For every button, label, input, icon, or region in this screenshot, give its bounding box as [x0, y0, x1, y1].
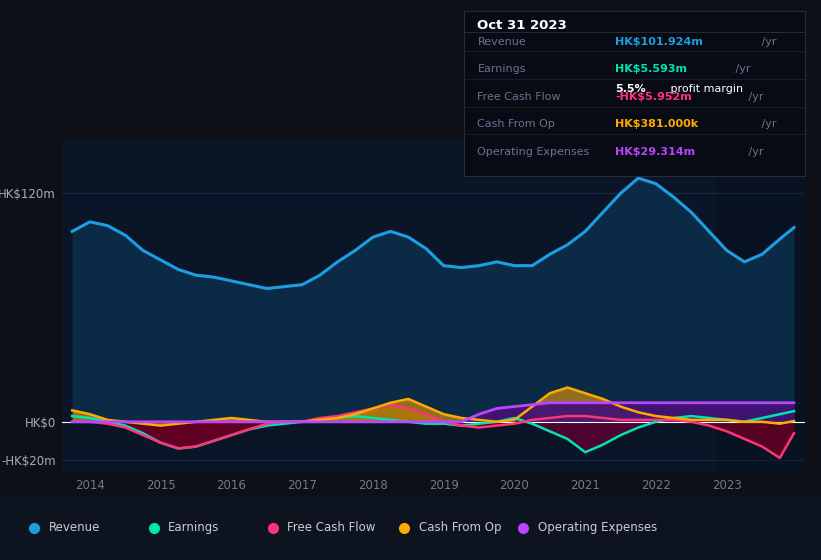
- Text: /yr: /yr: [732, 64, 750, 74]
- Text: Revenue: Revenue: [49, 521, 101, 534]
- Text: Earnings: Earnings: [168, 521, 220, 534]
- Text: /yr: /yr: [758, 37, 777, 47]
- Text: Earnings: Earnings: [478, 64, 526, 74]
- Text: HK$29.314m: HK$29.314m: [616, 147, 695, 157]
- Text: HK$101.924m: HK$101.924m: [616, 37, 704, 47]
- Text: -HK$5.952m: -HK$5.952m: [616, 92, 692, 102]
- Text: profit margin: profit margin: [667, 84, 743, 94]
- Text: /yr: /yr: [758, 119, 777, 129]
- Text: Operating Expenses: Operating Expenses: [538, 521, 657, 534]
- Text: Cash From Op: Cash From Op: [478, 119, 555, 129]
- Text: Free Cash Flow: Free Cash Flow: [287, 521, 376, 534]
- Text: Cash From Op: Cash From Op: [419, 521, 501, 534]
- Text: Revenue: Revenue: [478, 37, 526, 47]
- Text: /yr: /yr: [745, 147, 764, 157]
- Text: HK$381.000k: HK$381.000k: [616, 119, 699, 129]
- Text: Free Cash Flow: Free Cash Flow: [478, 92, 561, 102]
- Bar: [716, 140, 805, 473]
- Text: Oct 31 2023: Oct 31 2023: [478, 18, 567, 31]
- Text: /yr: /yr: [745, 92, 764, 102]
- Text: HK$5.593m: HK$5.593m: [616, 64, 687, 74]
- Text: Operating Expenses: Operating Expenses: [478, 147, 589, 157]
- Text: 5.5%: 5.5%: [616, 84, 646, 94]
